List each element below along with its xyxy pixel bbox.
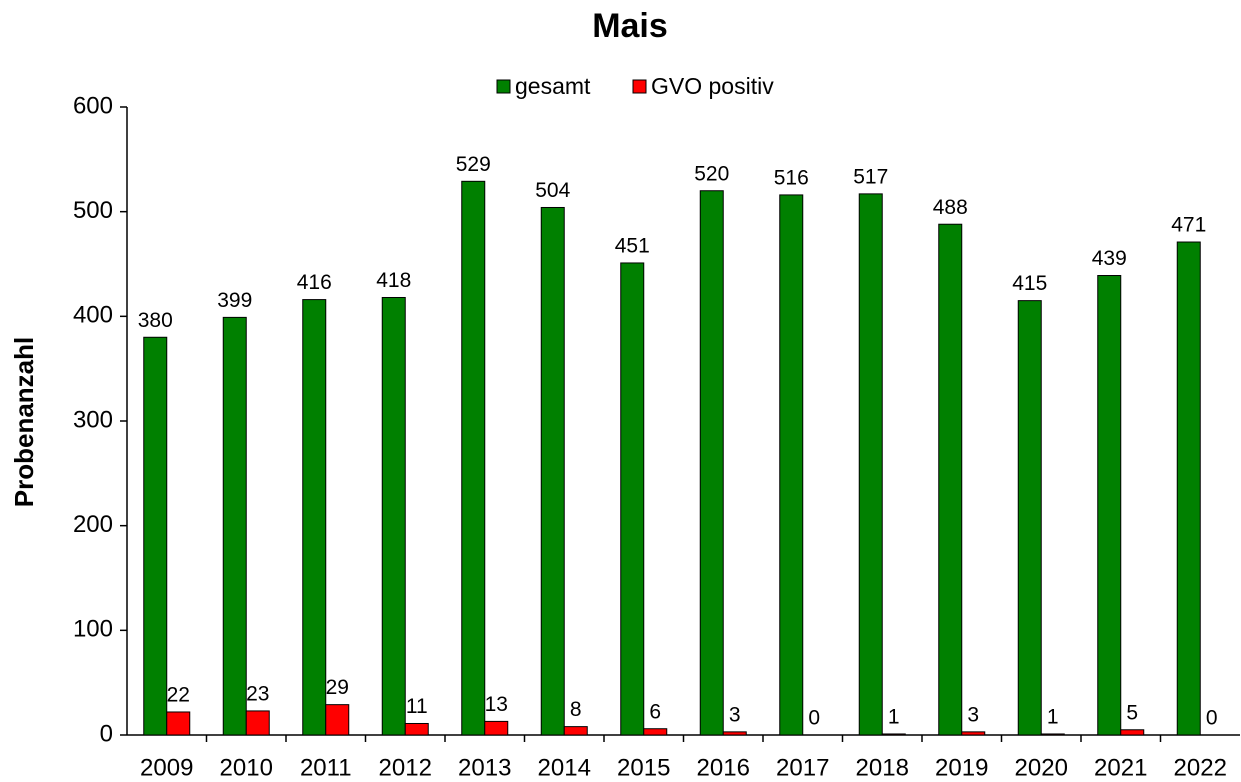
- bar: [643, 728, 668, 736]
- bar: [404, 722, 429, 736]
- x-tick-label: 2022: [1174, 754, 1227, 781]
- legend-swatch: [632, 79, 647, 94]
- y-tick-label: 300: [73, 406, 113, 433]
- legend-swatch: [496, 79, 511, 94]
- bar: [143, 336, 168, 736]
- value-label: 0: [1206, 707, 1218, 730]
- bar: [858, 193, 883, 736]
- y-tick-label: 400: [73, 302, 113, 329]
- y-tick-label: 0: [100, 720, 113, 747]
- bar: [540, 206, 565, 736]
- x-tick-label: 2012: [379, 754, 432, 781]
- value-label: 418: [376, 269, 411, 292]
- value-label: 504: [535, 179, 570, 202]
- bar: [722, 731, 747, 736]
- value-label: 3: [967, 703, 979, 726]
- y-tick-label: 600: [73, 92, 113, 119]
- value-label: 380: [138, 309, 173, 332]
- value-label: 415: [1012, 272, 1047, 295]
- bar: [1097, 275, 1122, 736]
- bar: [325, 704, 350, 736]
- x-tick-label: 2009: [140, 754, 193, 781]
- value-label: 22: [167, 684, 190, 707]
- value-label: 1: [1047, 706, 1059, 729]
- bar: [245, 710, 270, 736]
- bar: [222, 316, 247, 736]
- value-label: 5: [1126, 701, 1138, 724]
- bar: [1040, 733, 1065, 736]
- bar: [699, 190, 724, 736]
- value-label: 488: [933, 196, 968, 219]
- legend-label: gesamt: [515, 73, 591, 99]
- value-label: 6: [649, 700, 661, 723]
- y-tick-label: 200: [73, 511, 113, 538]
- bar: [1017, 300, 1042, 736]
- x-tick-label: 2019: [935, 754, 988, 781]
- bar: [881, 733, 906, 736]
- value-label: 0: [808, 707, 820, 730]
- x-tick-label: 2016: [697, 754, 750, 781]
- bar: [620, 262, 645, 736]
- x-tick-label: 2011: [300, 754, 352, 781]
- x-tick-label: 2021: [1094, 754, 1147, 781]
- bar: [938, 223, 963, 736]
- value-label: 416: [297, 271, 332, 294]
- bar: [563, 726, 588, 736]
- legend-label: GVO positiv: [651, 73, 774, 99]
- bar: [484, 720, 509, 736]
- bar: [1120, 729, 1145, 736]
- x-tick-label: 2014: [538, 754, 591, 781]
- value-label: 399: [217, 289, 252, 312]
- x-tick-label: 2018: [856, 754, 909, 781]
- value-label: 516: [774, 166, 809, 189]
- value-label: 3: [729, 703, 741, 726]
- value-label: 520: [694, 162, 729, 185]
- bar: [961, 731, 986, 736]
- x-tick-label: 2013: [458, 754, 511, 781]
- value-label: 13: [485, 693, 508, 716]
- value-label: 11: [406, 695, 428, 718]
- value-label: 23: [246, 682, 269, 705]
- value-label: 517: [853, 165, 888, 188]
- y-tick-label: 500: [73, 197, 113, 224]
- value-label: 529: [456, 153, 491, 176]
- bar: [302, 299, 327, 736]
- value-label: 451: [615, 235, 650, 258]
- value-label: 1: [888, 706, 900, 729]
- x-tick-label: 2015: [617, 754, 670, 781]
- value-label: 8: [570, 698, 582, 721]
- value-label: 439: [1092, 247, 1127, 270]
- x-tick-label: 2020: [1015, 754, 1068, 781]
- bar: [166, 711, 191, 736]
- value-label: 29: [326, 676, 349, 699]
- bar: [461, 180, 486, 736]
- x-tick-label: 2017: [776, 754, 829, 781]
- y-axis-label: Probenanzahl: [9, 337, 39, 507]
- y-tick-label: 100: [73, 616, 113, 643]
- bar: [381, 296, 406, 736]
- chart-title: Mais: [592, 7, 668, 45]
- x-tick-label: 2010: [220, 754, 273, 781]
- value-label: 471: [1171, 214, 1206, 237]
- bar: [779, 194, 804, 736]
- bar: [1176, 241, 1201, 736]
